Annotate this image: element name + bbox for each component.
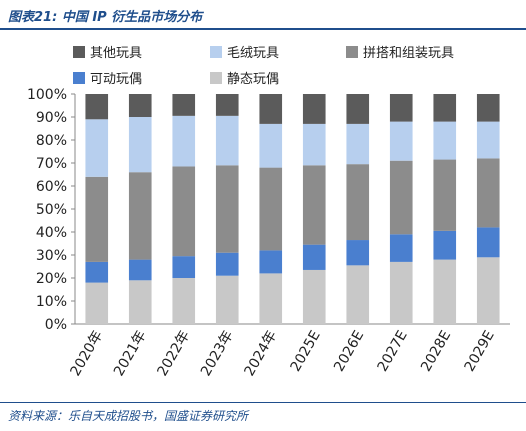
bar-segment [433,259,457,324]
x-tick-label: 2023年 [198,328,237,379]
bar-segment [259,123,283,168]
bar-segment [433,159,457,231]
bar-segment [389,94,413,122]
bar-segment [215,252,239,276]
bar-segment [215,165,239,253]
bar-segment [85,94,109,120]
bar-segment [346,123,370,165]
legend-swatch [210,72,222,84]
bar-segment [85,119,109,177]
legend-swatch [73,72,85,84]
legend-label: 可动玩偶 [90,72,142,87]
bar-segment [476,158,500,228]
bar-segment [389,261,413,324]
x-tick-label: 2020年 [68,328,107,379]
figure-title: 图表21: 中国 IP 衍生品市场分布 [8,10,203,25]
y-tick-label: 30% [36,248,67,264]
x-tick-label: 2026E [331,328,367,375]
x-tick-label: 2027E [375,328,411,375]
bar-segment [302,244,326,270]
bar-segment [85,282,109,324]
bar-segment [85,176,109,262]
x-tick-label: 2021年 [111,328,150,379]
legend-label: 静态玩偶 [227,72,279,87]
bar-segment [476,257,500,324]
bar-segment [259,250,283,274]
x-tick-label: 2029E [462,328,498,375]
y-tick-label: 0% [45,317,67,333]
bar-segment [172,94,196,116]
source-divider [0,402,526,403]
bar-segment [302,123,326,166]
y-tick-label: 100% [27,87,67,103]
y-tick-label: 70% [36,156,67,172]
bar-segment [476,227,500,258]
source-note: 资料来源：乐自天成招股书，国盛证券研究所 [8,409,249,423]
legend-swatch [73,46,85,58]
y-tick-label: 80% [36,133,67,149]
bar-segment [346,265,370,324]
bar-segment [346,164,370,241]
bar-segment [215,275,239,324]
y-tick-label: 90% [36,110,67,126]
bar-segment [433,121,457,160]
x-tick-label: 2028E [418,328,454,375]
bar-segment [259,167,283,251]
legend-label: 其他玩具 [90,46,142,61]
bar-segment [433,94,457,122]
bar-segment [476,94,500,122]
bar-segment [259,94,283,124]
y-tick-label: 20% [36,271,67,287]
bar-segment [172,115,196,167]
bar-segment [433,230,457,260]
bar-segment [172,166,196,257]
bar-segment [346,240,370,266]
legend-swatch [346,46,358,58]
bar-segment [302,94,326,124]
bar-segment [128,259,152,281]
y-tick-label: 40% [36,225,67,241]
bar-segment [302,269,326,324]
bar-segment [215,115,239,166]
title-divider [0,28,526,30]
bar-segment [85,261,109,283]
bar-segment [476,121,500,159]
legend-label: 拼搭和组装玩具 [363,45,454,61]
bar-segment [128,117,152,173]
y-tick-label: 10% [36,294,67,310]
bar-segment [128,280,152,324]
bar-segment [346,94,370,124]
bar-segment [172,256,196,278]
bar-segment [128,172,152,260]
bar-segment [172,278,196,324]
legend-label: 毛绒玩具 [227,46,279,61]
bar-segment [128,94,152,117]
bar-segment [389,234,413,262]
x-tick-label: 2024年 [242,328,281,379]
bar-segment [389,160,413,235]
legend-swatch [210,46,222,58]
x-tick-label: 2025E [288,328,324,375]
bar-segment [302,165,326,245]
y-tick-label: 50% [36,202,67,218]
y-tick-label: 60% [36,179,67,195]
bar-segment [215,94,239,116]
bar-segment [389,121,413,161]
x-tick-label: 2022年 [155,328,194,379]
bar-segment [259,273,283,324]
